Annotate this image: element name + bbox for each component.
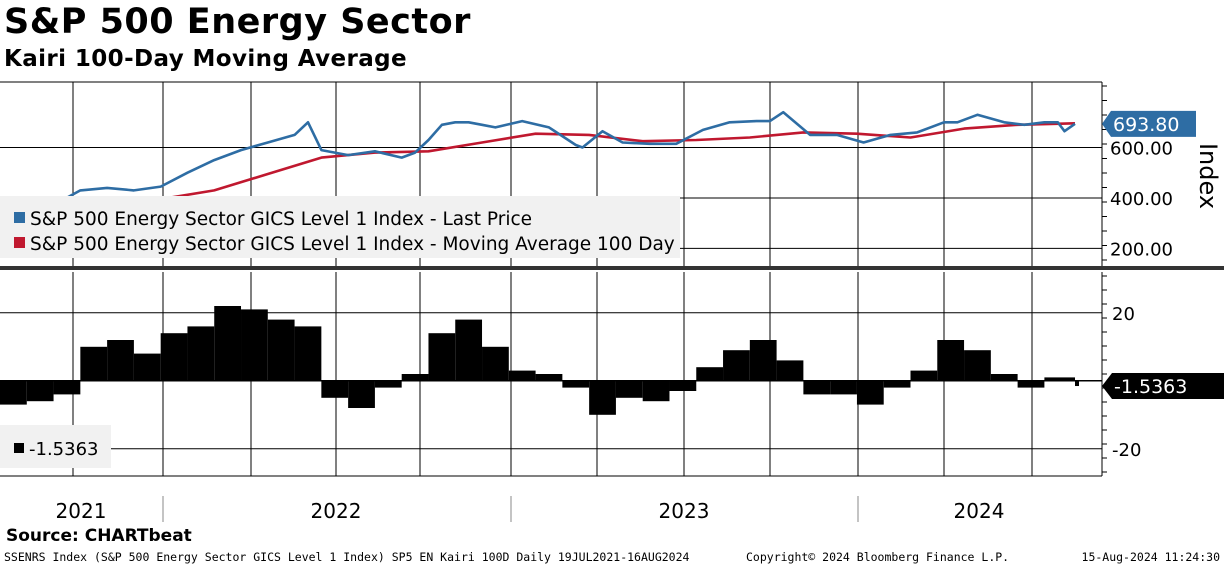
kairi-bar xyxy=(348,380,375,408)
kairi-bar xyxy=(428,333,456,381)
x-tick-label: 2024 xyxy=(954,499,1005,523)
kairi-bar xyxy=(562,380,590,388)
kairi-bar xyxy=(723,350,750,381)
kairi-bar xyxy=(1075,380,1079,387)
kairi-bar xyxy=(856,380,884,405)
kairi-bar xyxy=(830,380,857,395)
last-kairi-tag xyxy=(1102,373,1224,400)
kairi-bar xyxy=(267,319,295,381)
kairi-bar xyxy=(669,380,697,391)
x-tick-label: 2022 xyxy=(311,499,362,523)
upper-y-axis-label: Index xyxy=(1194,143,1222,209)
kairi-bar xyxy=(776,360,804,381)
kairi-bar xyxy=(696,367,724,381)
kairi-bar xyxy=(0,380,27,405)
kairi-bar xyxy=(883,380,911,388)
x-tick-label: 2023 xyxy=(659,499,710,523)
footer-copyright: Copyright© 2024 Bloomberg Finance L.P. xyxy=(746,550,1010,564)
kairi-bar xyxy=(53,380,81,395)
kairi-bar xyxy=(294,326,322,381)
kairi-bar xyxy=(937,340,965,381)
legend-swatch-price xyxy=(14,212,25,223)
kairi-bar xyxy=(964,350,991,381)
legend-label-moving-average: S&P 500 Energy Sector GICS Level 1 Index… xyxy=(30,234,675,255)
source-label: Source: CHARTbeat xyxy=(6,526,192,546)
legend-swatch-moving-average xyxy=(14,237,25,248)
kairi-bar xyxy=(803,380,831,395)
last-kairi-label: -1.5363 xyxy=(1114,376,1187,398)
kairi-bar xyxy=(482,346,509,381)
last-price-label: 693.80 xyxy=(1113,114,1179,136)
upper-y-tick-label: 200.00 xyxy=(1110,239,1173,260)
price-line xyxy=(0,110,1076,209)
kairi-bar xyxy=(133,353,161,381)
upper-y-tick-label: 600.00 xyxy=(1110,139,1173,160)
kairi-bar xyxy=(1017,380,1045,388)
kairi-bar xyxy=(1044,377,1075,381)
kairi-bar xyxy=(80,346,108,381)
legend-label-price: S&P 500 Energy Sector GICS Level 1 Index… xyxy=(30,209,532,230)
kairi-bar xyxy=(642,380,670,402)
kairi-bar xyxy=(26,380,54,402)
upper-y-tick-label: 400.00 xyxy=(1110,189,1173,210)
panel-separator xyxy=(0,266,1224,270)
upper-legend-box xyxy=(0,196,680,258)
legend-swatch-kairi xyxy=(14,443,24,453)
kairi-bar xyxy=(535,374,563,381)
kairi-bar xyxy=(508,370,536,381)
footer-timestamp: 15-Aug-2024 11:24:30 xyxy=(1081,550,1220,564)
kairi-bar xyxy=(241,309,268,381)
kairi-bar xyxy=(321,380,349,398)
kairi-bar xyxy=(107,340,134,381)
kairi-bar xyxy=(615,380,643,398)
kairi-bar xyxy=(374,380,402,388)
kairi-bar xyxy=(187,326,215,381)
kairi-bar xyxy=(401,374,429,381)
legend-label-kairi: -1.5363 xyxy=(29,439,98,460)
footer-ticker-description: SSENRS Index (S&P 500 Energy Sector GICS… xyxy=(4,550,690,564)
chart-title: S&P 500 Energy Sector xyxy=(4,2,471,42)
lower-y-tick-label: 20 xyxy=(1112,304,1135,325)
chart-subtitle: Kairi 100-Day Moving Average xyxy=(4,46,408,72)
kairi-bar xyxy=(214,306,242,381)
kairi-bar xyxy=(749,340,777,381)
kairi-bar xyxy=(990,374,1018,381)
kairi-bar xyxy=(455,319,483,381)
x-tick-label: 2021 xyxy=(56,499,107,523)
kairi-bar xyxy=(160,333,188,381)
last-price-tag xyxy=(1102,110,1196,137)
lower-y-tick-label: -20 xyxy=(1112,440,1141,461)
kairi-bar xyxy=(589,380,616,415)
kairi-bar xyxy=(910,370,938,381)
